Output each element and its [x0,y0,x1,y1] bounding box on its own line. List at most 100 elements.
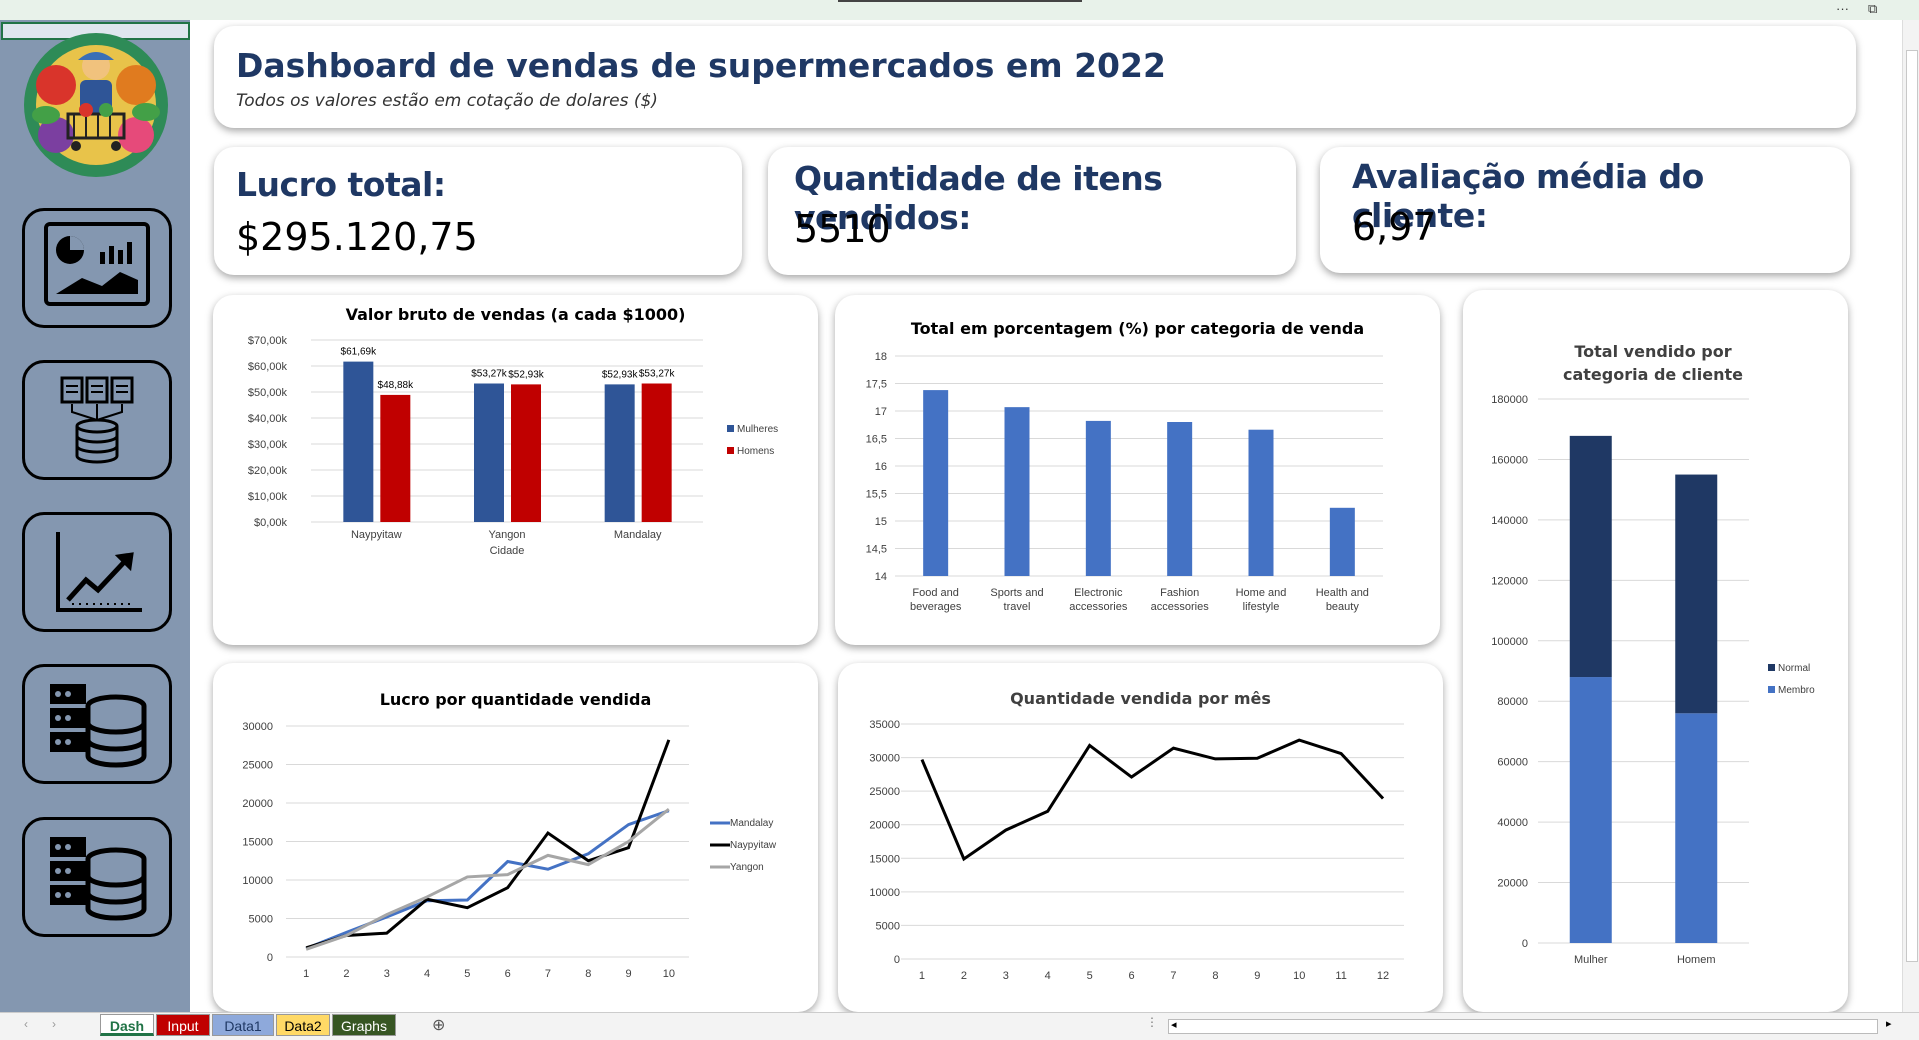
y-tick-label: 5000 [249,914,273,926]
legend-swatch [727,447,734,454]
y-tick-label: 20000 [1497,878,1528,890]
bar [641,383,672,522]
sheet-tab-input[interactable]: Input [156,1014,210,1036]
x-tick-label: 8 [1212,970,1218,982]
header-card: Dashboard de vendas de supermercados em … [214,26,1856,128]
y-tick-label: 25000 [242,760,273,772]
sheet-tab-graphs[interactable]: Graphs [332,1014,396,1036]
series-line [305,807,670,951]
x-tick-label: 4 [424,968,430,980]
horizontal-scrollbar[interactable]: ◂ [1168,1019,1878,1034]
legend-label: Mulheres [737,424,778,435]
sheet-tabs-bar: ‹ › Dash Input Data1 Data2 Graphs ⊕ ⋮ ◂ ▸ [0,1012,1919,1040]
dashboard-icon [44,222,150,306]
bar [1167,422,1193,576]
x-axis-label: Cidade [490,545,525,557]
x-tick-label: 5 [1087,970,1093,982]
x-tick-label: Homem [1677,954,1716,966]
nav-data2-button[interactable] [22,817,172,937]
x-tick-label: 5 [464,968,470,980]
prev-sheet-icon[interactable]: ‹ [24,1017,28,1031]
x-tick-label: 3 [1003,970,1009,982]
y-tick-label: 15,5 [866,489,887,501]
x-tick-label: Sports and [990,587,1043,599]
sheet-tab-data2[interactable]: Data2 [276,1014,330,1036]
legend-label: Homens [737,446,774,457]
x-tick-label: lifestyle [1243,601,1280,613]
restore-window-icon[interactable]: ⧉ [1868,1,1878,16]
y-tick-label: 30000 [242,721,273,733]
x-tick-label: 1 [303,968,309,980]
y-tick-label: 17,5 [866,379,887,391]
y-tick-label: $70,00k [248,335,288,347]
more-options-icon[interactable]: ··· [1836,1,1849,16]
chart-title: Quantidade vendida por mês [1010,689,1271,708]
next-sheet-icon[interactable]: › [52,1017,56,1031]
series-line [305,739,671,950]
data-label: $52,93k [602,369,639,380]
vertical-scroll-thumb[interactable] [1906,50,1918,962]
bar [1248,429,1274,576]
kpi-quantity-value: 5510 [794,207,891,251]
page-subtitle: Todos os valores estão em cotação de dol… [236,91,658,111]
y-tick-label: 10000 [242,875,273,887]
y-tick-label: $60,00k [248,361,288,373]
vertical-scrollbar[interactable] [1902,20,1919,1012]
x-tick-label: Health and [1316,587,1369,599]
x-tick-label: 10 [663,968,675,980]
series-line [920,738,1385,862]
bar [604,384,635,522]
x-tick-label: Naypyitaw [351,529,402,541]
bar [474,383,504,522]
scroll-left-icon[interactable]: ◂ [1171,1019,1177,1031]
y-tick-label: 15000 [242,837,273,849]
bar [1004,407,1030,576]
legend-swatch [727,425,734,432]
x-tick-label: 9 [625,968,631,980]
kpi-card-profit: Lucro total: $295.120,75 [214,147,742,275]
legend-label: Mandalay [730,818,773,829]
x-tick-label: 3 [384,968,390,980]
x-tick-label: beverages [910,601,962,613]
y-tick-label: $20,00k [248,465,288,477]
x-tick-label: 2 [961,970,967,982]
x-tick-label: travel [1004,601,1031,613]
top-strip: ··· ⧉ [0,0,1919,20]
split-handle-icon[interactable]: ⋮ [1146,1015,1158,1029]
nav-data1-button[interactable] [22,664,172,784]
chart-card-customer: Total vendido por categoria de cliente 0… [1463,290,1848,1012]
nav-dashboard-button[interactable] [22,208,172,328]
bar [1329,507,1355,576]
y-tick-label: 15000 [869,853,900,865]
x-tick-label: 10 [1293,970,1305,982]
x-tick-label: 8 [585,968,591,980]
y-tick-label: 100000 [1491,636,1528,648]
scroll-right-icon[interactable]: ▸ [1886,1018,1892,1030]
nav-analysis-button[interactable] [22,512,172,632]
legend-swatch [1768,664,1775,671]
horizontal-scroll-thumb[interactable] [1181,1021,1861,1030]
sheet-tab-dash[interactable]: Dash [100,1014,154,1036]
growth-chart-icon [56,532,142,612]
chart-card-gross-sales: Valor bruto de vendas (a cada $1000) $0,… [213,295,818,645]
y-tick-label: 60000 [1497,757,1528,769]
bar [1675,474,1718,714]
y-tick-label: 14,5 [866,544,887,556]
y-tick-label: 30000 [869,753,900,765]
nav-input-button[interactable] [22,360,172,480]
bar [1569,677,1612,943]
chart-title: Valor bruto de vendas (a cada $1000) [345,305,686,324]
chart-title: Lucro por quantidade vendida [379,690,652,709]
kpi-profit-label: Lucro total: [236,165,446,204]
bar [343,361,374,522]
y-tick-label: 20000 [242,798,273,810]
kpi-card-rating: Avaliação média do cliente: 6,97 [1320,147,1850,273]
sheet-tab-data1[interactable]: Data1 [212,1014,274,1036]
x-tick-label: 7 [1170,970,1176,982]
y-tick-label: $30,00k [248,439,288,451]
y-tick-label: 15 [875,516,887,528]
page-title: Dashboard de vendas de supermercados em … [236,46,1166,85]
x-tick-label: 2 [343,968,349,980]
bar [511,384,541,522]
add-sheet-icon[interactable]: ⊕ [432,1017,446,1034]
